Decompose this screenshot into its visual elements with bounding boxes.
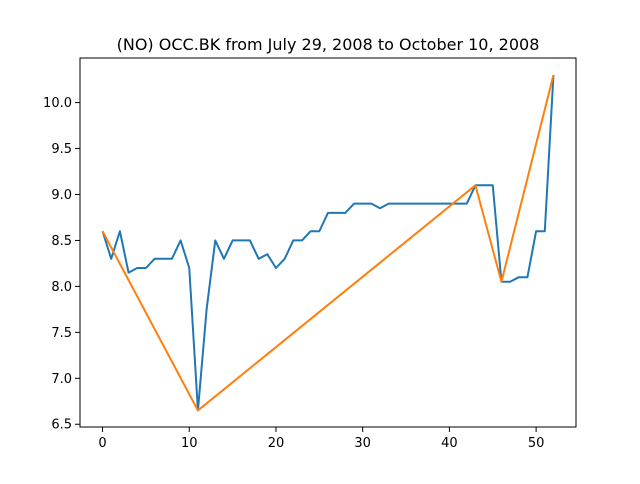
x-tick-label: 10 [181,436,198,451]
y-tick-label: 9.0 [51,188,72,203]
x-tick-label: 20 [268,436,285,451]
y-tick-label: 7.5 [51,326,72,341]
axes-layer: 0 10 20 30 40 50 6.5 7.0 7.5 8.0 8.5 9.0 9.5 10.0 [43,57,577,451]
y-tick-label: 9.5 [51,142,72,157]
chart-title: (NO) OCC.BK from July 29, 2008 to Octobe… [117,35,540,54]
y-tick-label: 8.0 [51,280,72,295]
series-line-1 [101,74,555,412]
y-tick-label: 10.0 [43,96,72,111]
x-tick-label: 30 [354,436,371,451]
x-tick-label: 50 [528,436,545,451]
y-tick-label: 7.0 [51,372,72,387]
series-line-2 [101,74,555,412]
series-layer [101,74,555,412]
axes-frame [79,57,577,428]
x-tick-label: 0 [98,436,106,451]
y-tick-label: 8.5 [51,234,72,249]
x-tick-label: 40 [441,436,458,451]
y-tick-label: 6.5 [51,418,72,433]
